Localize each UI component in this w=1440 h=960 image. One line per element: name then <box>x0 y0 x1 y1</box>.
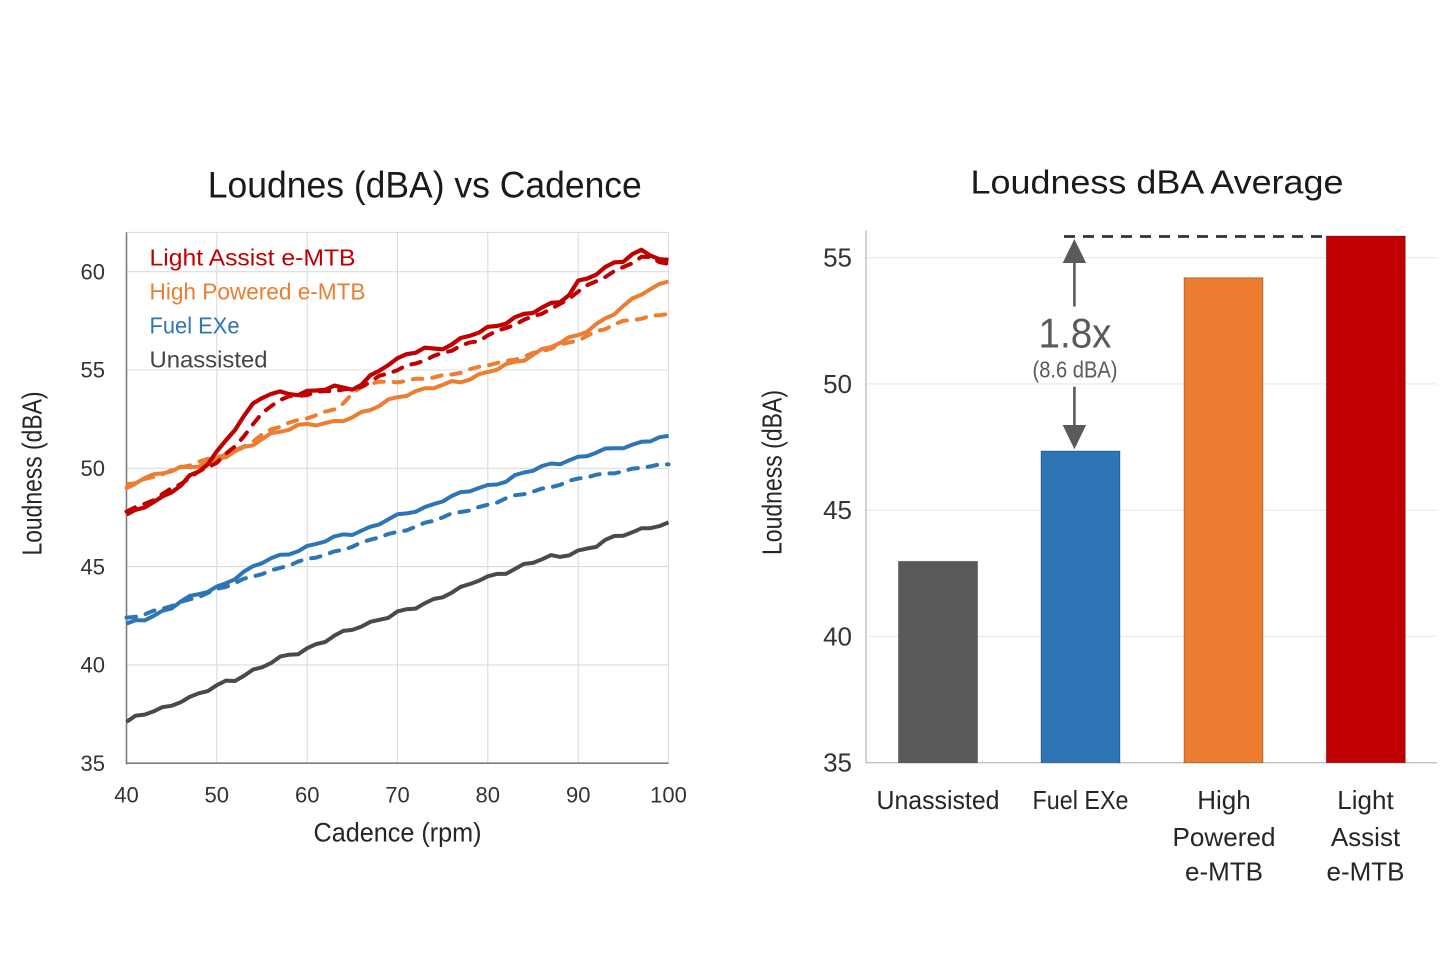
svg-text:Unassisted: Unassisted <box>150 346 268 372</box>
svg-text:High Powered e-MTB: High Powered e-MTB <box>150 279 366 305</box>
svg-text:45: 45 <box>81 554 105 579</box>
svg-text:e-MTB: e-MTB <box>1327 857 1405 887</box>
svg-text:80: 80 <box>476 783 500 808</box>
svg-text:70: 70 <box>385 783 409 808</box>
svg-text:e-MTB: e-MTB <box>1185 857 1263 887</box>
svg-text:60: 60 <box>81 259 105 284</box>
svg-text:Light: Light <box>1337 785 1394 815</box>
svg-text:Fuel EXe: Fuel EXe <box>1033 785 1129 815</box>
svg-text:45: 45 <box>823 495 852 525</box>
svg-text:55: 55 <box>823 243 852 273</box>
svg-text:(8.6 dBA): (8.6 dBA) <box>1033 357 1118 383</box>
svg-text:35: 35 <box>823 748 852 778</box>
svg-text:50: 50 <box>81 456 105 481</box>
svg-text:50: 50 <box>205 783 229 808</box>
svg-text:50: 50 <box>823 369 852 399</box>
svg-text:Loudness (dBA): Loudness (dBA) <box>17 392 48 556</box>
svg-text:Loudness (dBA): Loudness (dBA) <box>757 390 788 555</box>
svg-text:Powered: Powered <box>1173 822 1276 852</box>
svg-text:Loudnes (dBA) vs Cadence: Loudnes (dBA) vs Cadence <box>208 165 642 206</box>
svg-text:Light Assist e-MTB: Light Assist e-MTB <box>150 245 356 271</box>
svg-text:Loudness dBA Average: Loudness dBA Average <box>971 164 1344 201</box>
svg-text:40: 40 <box>114 783 138 808</box>
svg-text:90: 90 <box>566 783 590 808</box>
svg-text:35: 35 <box>81 751 105 776</box>
svg-text:1.8x: 1.8x <box>1039 309 1112 356</box>
svg-text:High: High <box>1197 785 1250 815</box>
svg-text:Unassisted: Unassisted <box>877 785 1000 815</box>
svg-text:55: 55 <box>81 358 105 383</box>
svg-text:60: 60 <box>295 783 319 808</box>
svg-text:40: 40 <box>81 653 105 678</box>
svg-text:40: 40 <box>823 621 852 651</box>
svg-text:100: 100 <box>650 783 687 808</box>
svg-text:Assist: Assist <box>1331 822 1401 852</box>
svg-text:Fuel EXe: Fuel EXe <box>150 312 240 338</box>
svg-text:Cadence (rpm): Cadence (rpm) <box>314 818 482 848</box>
